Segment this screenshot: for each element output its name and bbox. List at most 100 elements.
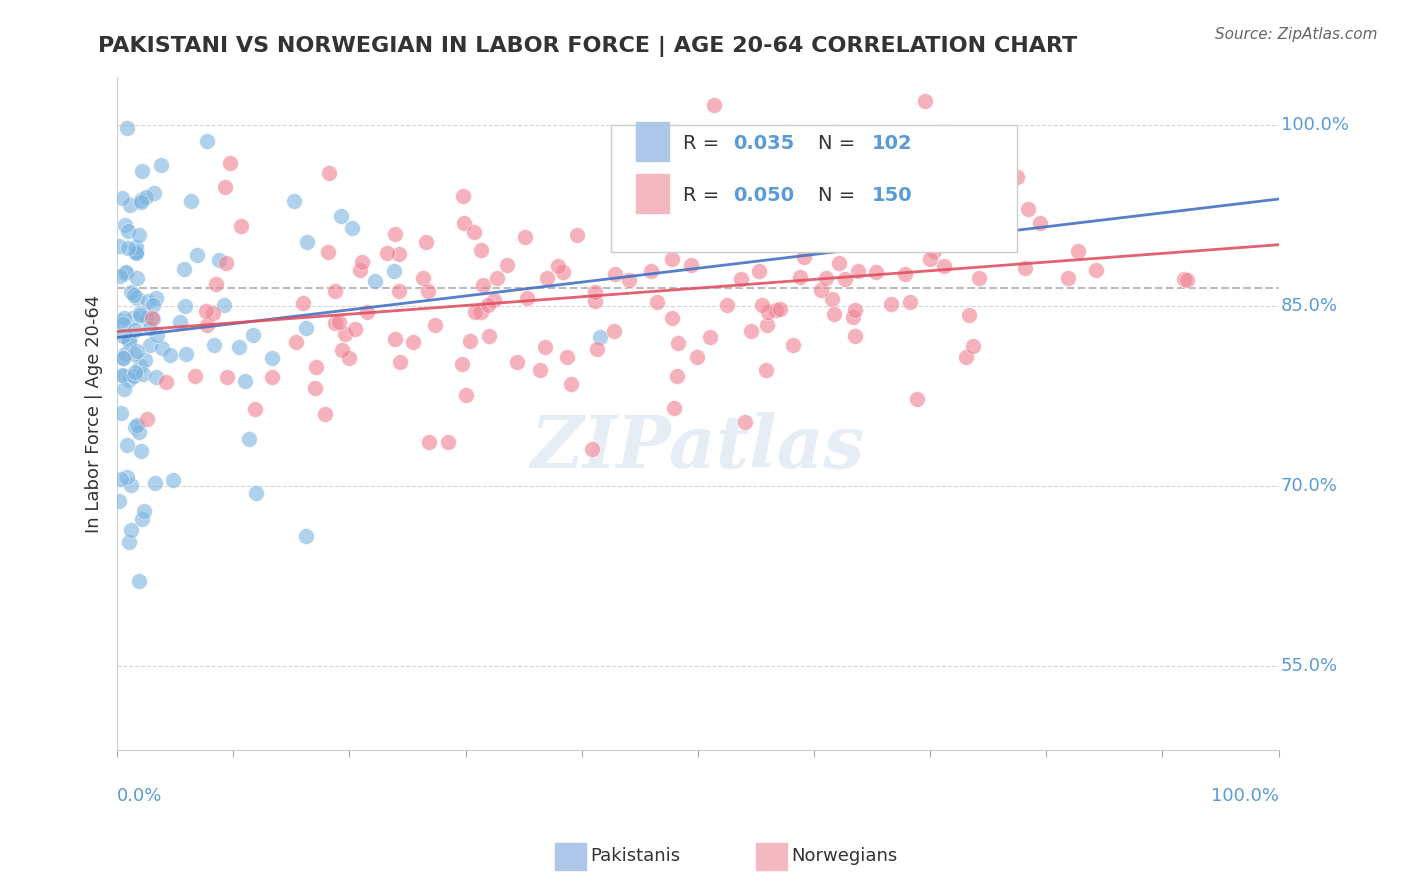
Point (703, 98, 725, 112)
Point (586, 343, 609, 357)
Point (496, 258, 519, 272)
Point (245, 485, 267, 500)
Point (460, 334, 482, 349)
Point (868, 208, 890, 222)
Point (478, 329, 501, 343)
Point (129, 195, 152, 210)
Point (316, 245, 339, 260)
Point (1014, 260, 1036, 275)
Point (114, 369, 136, 384)
Point (142, 312, 165, 326)
Point (470, 243, 492, 257)
Point (340, 221, 363, 235)
Point (136, 412, 159, 426)
Point (143, 186, 166, 200)
Point (699, 330, 721, 344)
Point (231, 219, 253, 233)
Point (169, 315, 191, 329)
Point (638, 230, 661, 244)
Point (529, 363, 551, 377)
Point (638, 235, 661, 250)
Point (127, 271, 149, 285)
Point (139, 321, 162, 335)
Point (323, 316, 346, 330)
FancyBboxPatch shape (610, 125, 1018, 252)
Point (183, 368, 205, 383)
Point (129, 359, 152, 373)
Point (603, 324, 626, 338)
Point (846, 263, 869, 277)
Point (129, 309, 152, 323)
Point (679, 258, 702, 272)
Point (388, 285, 411, 299)
Point (128, 425, 150, 439)
Point (506, 355, 529, 369)
Point (107, 494, 129, 508)
Point (990, 216, 1012, 230)
Text: R =: R = (683, 186, 725, 204)
Point (756, 304, 779, 318)
Point (295, 235, 318, 250)
Point (145, 291, 167, 305)
Point (344, 322, 367, 336)
Point (470, 304, 492, 318)
Point (844, 329, 866, 343)
Point (141, 311, 163, 326)
Point (122, 310, 145, 325)
Point (117, 438, 139, 452)
Point (555, 350, 578, 364)
Point (993, 197, 1015, 211)
Point (547, 259, 569, 273)
Point (412, 271, 434, 285)
Point (118, 333, 141, 347)
Point (464, 305, 486, 319)
Point (664, 401, 686, 415)
Point (135, 190, 157, 204)
Point (214, 180, 236, 194)
Point (893, 267, 915, 281)
Point (934, 156, 956, 170)
Bar (756, 843, 787, 870)
Point (112, 317, 135, 331)
Point (134, 353, 156, 368)
Point (686, 351, 709, 365)
Point (842, 310, 865, 325)
Point (135, 310, 157, 325)
Point (1057, 271, 1080, 285)
Point (384, 332, 406, 346)
Point (115, 470, 138, 484)
Point (330, 343, 353, 358)
Point (124, 369, 146, 384)
Point (314, 408, 336, 422)
Point (124, 244, 146, 259)
Y-axis label: In Labor Force | Age 20-64: In Labor Force | Age 20-64 (86, 294, 103, 533)
Point (352, 255, 374, 269)
Point (125, 239, 148, 253)
Point (364, 274, 387, 288)
Text: Pakistanis: Pakistanis (591, 847, 681, 865)
Point (659, 134, 682, 148)
Text: ZIPatlas: ZIPatlas (531, 412, 865, 483)
Point (583, 285, 606, 299)
Point (159, 348, 181, 362)
Point (110, 472, 132, 486)
Point (122, 347, 145, 361)
Point (112, 329, 135, 343)
Point (957, 308, 980, 322)
Text: 100.0%: 100.0% (1281, 117, 1348, 135)
Point (112, 351, 135, 365)
Point (914, 95, 936, 109)
Point (238, 433, 260, 447)
Point (136, 293, 159, 308)
Point (304, 381, 326, 395)
Point (485, 270, 508, 285)
Point (1005, 169, 1028, 184)
Point (865, 265, 887, 279)
Point (129, 306, 152, 320)
Point (661, 310, 683, 325)
Point (384, 227, 406, 241)
Point (201, 306, 224, 320)
Point (789, 269, 811, 284)
Point (534, 340, 557, 354)
Point (756, 318, 779, 333)
